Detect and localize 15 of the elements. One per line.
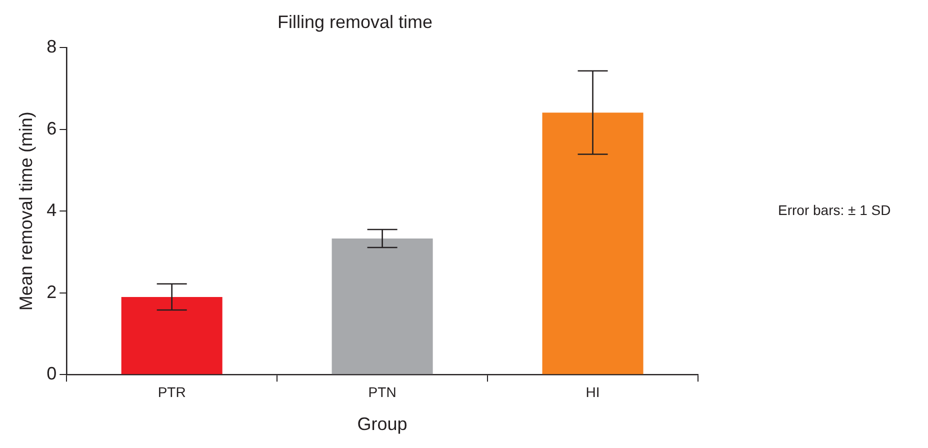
x-axis-title: Group	[357, 414, 408, 434]
bar	[542, 112, 644, 374]
y-tick-label: 2	[46, 282, 57, 302]
y-tick-label: 0	[46, 364, 57, 384]
bar	[332, 238, 433, 374]
y-axis-title: Mean removal time (min)	[16, 112, 36, 311]
y-tick-label: 4	[46, 200, 57, 220]
y-tick-label: 6	[46, 118, 57, 138]
chart-title: Filling removal time	[277, 12, 433, 32]
text: Error bars: ± 1 SD	[778, 202, 891, 218]
x-tick-label: PTR	[158, 384, 186, 400]
y-tick-label: 8	[46, 36, 57, 57]
x-tick-label: PTN	[368, 384, 396, 400]
bar	[121, 296, 222, 374]
x-tick-label: HI	[586, 384, 600, 400]
